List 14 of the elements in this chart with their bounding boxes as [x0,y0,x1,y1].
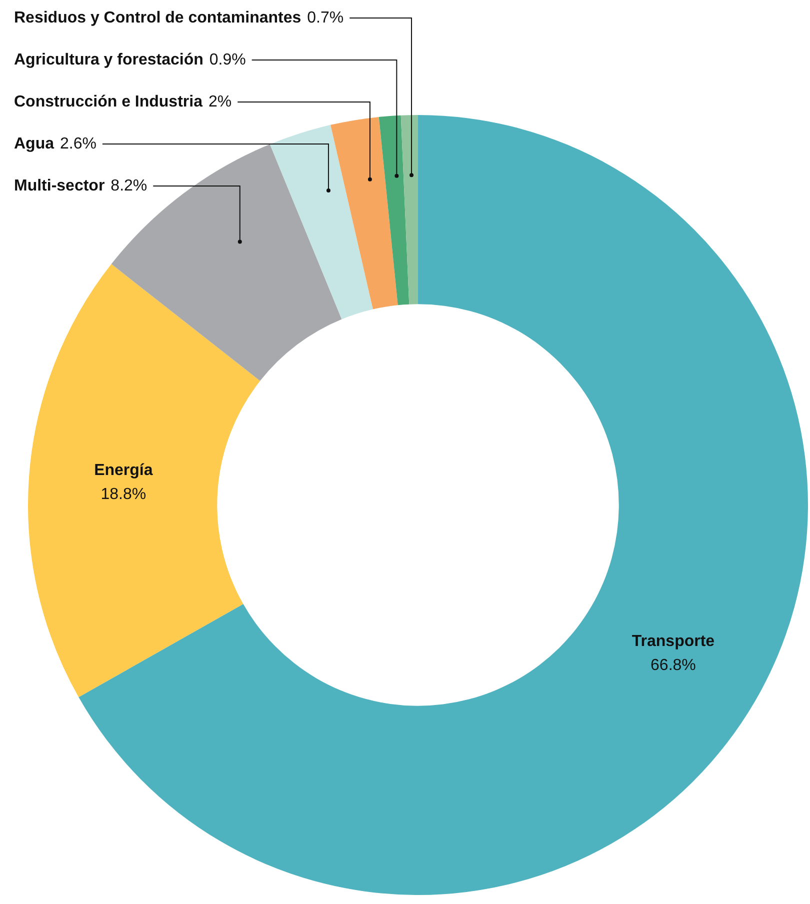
data-label: 2% [208,93,232,110]
slice-label: Agua [14,135,54,152]
slice-label: Construcción e Industria [14,93,203,110]
data-label: 0.9% [209,51,246,68]
slice-label: Multi-sector [14,177,105,194]
slice-label: Residuos y Control de contaminantes [14,9,302,26]
data-label: 8.2% [110,177,148,194]
data-label: 18.8% [100,486,146,504]
slice-label: Transporte [632,633,715,650]
data-label: 2.6% [60,135,96,152]
data-label: 66.8% [650,657,696,674]
slice-label: Agricultura y forestación [14,51,204,68]
data-label: 0.7% [307,9,344,26]
slice-label: Energía [94,462,153,480]
